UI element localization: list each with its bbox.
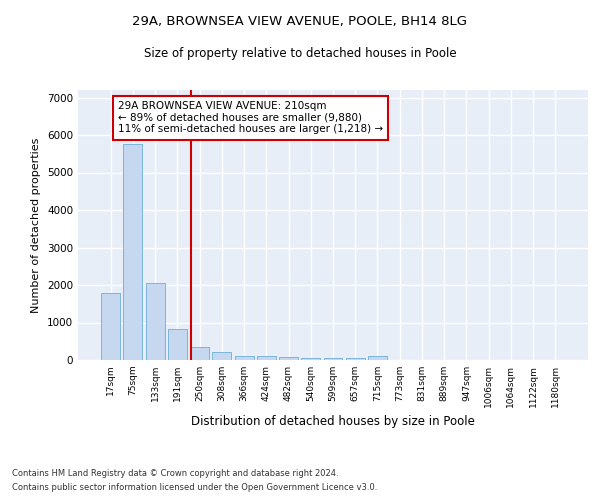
Bar: [168, 329, 187, 360]
Bar: [146, 283, 164, 360]
Text: Size of property relative to detached houses in Poole: Size of property relative to detached ho…: [143, 48, 457, 60]
Bar: [124, 144, 142, 360]
Bar: [368, 356, 387, 360]
Bar: [235, 356, 254, 360]
Bar: [279, 357, 298, 360]
Bar: [257, 356, 276, 360]
Y-axis label: Number of detached properties: Number of detached properties: [31, 138, 41, 312]
Bar: [190, 346, 209, 360]
Text: 29A BROWNSEA VIEW AVENUE: 210sqm
← 89% of detached houses are smaller (9,880)
11: 29A BROWNSEA VIEW AVENUE: 210sqm ← 89% o…: [118, 101, 383, 134]
Text: 29A, BROWNSEA VIEW AVENUE, POOLE, BH14 8LG: 29A, BROWNSEA VIEW AVENUE, POOLE, BH14 8…: [133, 15, 467, 28]
Bar: [101, 293, 120, 360]
Bar: [323, 358, 343, 360]
Text: Contains public sector information licensed under the Open Government Licence v3: Contains public sector information licen…: [12, 484, 377, 492]
Bar: [301, 358, 320, 360]
Bar: [212, 352, 231, 360]
Text: Contains HM Land Registry data © Crown copyright and database right 2024.: Contains HM Land Registry data © Crown c…: [12, 468, 338, 477]
Bar: [346, 358, 365, 360]
X-axis label: Distribution of detached houses by size in Poole: Distribution of detached houses by size …: [191, 416, 475, 428]
